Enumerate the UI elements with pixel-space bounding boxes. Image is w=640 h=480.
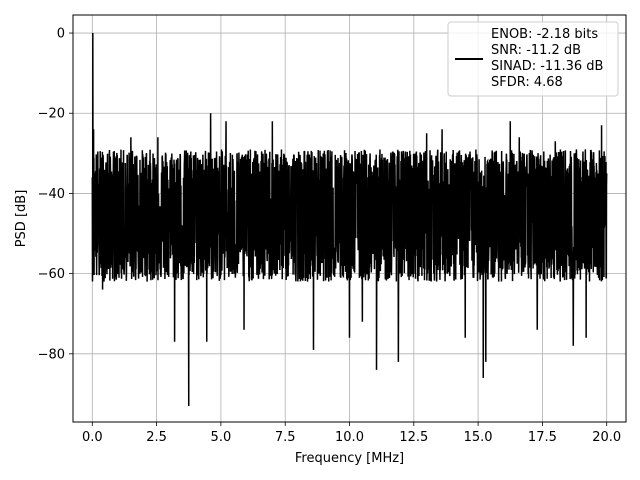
- legend-box: [447, 21, 619, 97]
- legend-line: SINAD: -11.36 dB: [491, 59, 603, 74]
- x-axis-label: Frequency [MHz]: [295, 451, 404, 466]
- y-tick-label: −60: [38, 267, 65, 282]
- x-tick-label: 20.0: [592, 430, 621, 445]
- x-axis-ticks: 0.0 2.5 5.0 7.5 10.0 12.5 15.0 17.5 20.0: [82, 422, 621, 445]
- y-axis-ticks: 0 −20 −40 −60 −80: [38, 27, 73, 362]
- x-tick-label: 12.5: [399, 430, 428, 445]
- x-tick-label: 17.5: [528, 430, 557, 445]
- legend-line: SFDR: 4.68: [491, 75, 563, 90]
- y-tick-label: −40: [38, 187, 65, 202]
- x-tick-label: 5.0: [211, 430, 232, 445]
- series-layer: [91, 33, 608, 406]
- legend-label: ENOB: -2.18 bits SNR: -11.2 dB SINAD: -11.…: [491, 27, 603, 90]
- x-tick-label: 10.0: [335, 430, 364, 445]
- y-axis-label: PSD [dB]: [14, 190, 29, 248]
- y-tick-label: −80: [38, 347, 65, 362]
- x-tick-label: 2.5: [146, 430, 167, 445]
- psd-series-line: [91, 33, 608, 406]
- x-tick-label: 15.0: [464, 430, 493, 445]
- y-tick-label: −20: [38, 107, 65, 122]
- legend-line: ENOB: -2.18 bits: [491, 27, 598, 42]
- legend-line: SNR: -11.2 dB: [491, 43, 581, 58]
- x-tick-label: 7.5: [275, 430, 296, 445]
- legend: ENOB: -2.18 bits SNR: -11.2 dB SINAD: -11.…: [447, 21, 619, 97]
- y-tick-label: 0: [57, 27, 65, 42]
- x-tick-label: 0.0: [82, 430, 103, 445]
